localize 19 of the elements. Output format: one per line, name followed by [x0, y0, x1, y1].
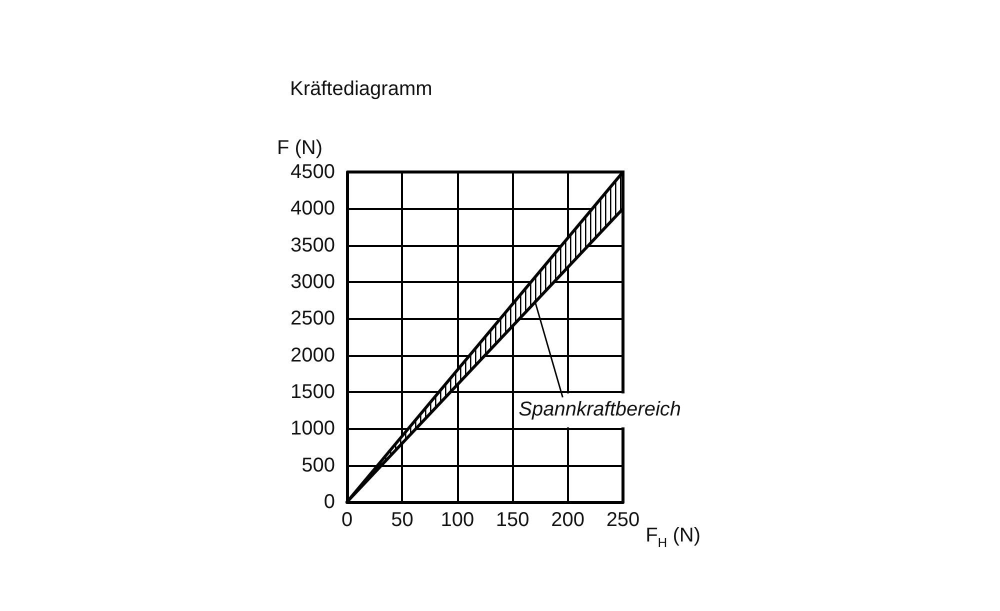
y-tick-label: 2500: [290, 308, 335, 330]
y-tick-label: 2000: [290, 344, 335, 366]
y-tick-label: 1000: [290, 418, 335, 440]
annotation: Spannkraftbereich: [518, 398, 682, 420]
y-tick-label: 4500: [290, 161, 335, 183]
x-tick-label: 200: [551, 509, 584, 531]
x-tick-label: 50: [391, 509, 414, 531]
chart-title: Kräftediagramm: [290, 78, 432, 100]
x-tick-label: 150: [496, 509, 530, 531]
y-tick-label: 3000: [290, 271, 335, 293]
x-tick-label: 250: [606, 509, 640, 531]
y-tick-label: 1500: [290, 381, 335, 403]
y-tick-label: 3500: [290, 234, 335, 256]
y-tick-label: 4000: [290, 198, 335, 220]
x-tick-label: 0: [341, 509, 353, 531]
y-axis-title: F (N): [277, 137, 323, 159]
y-tick-label: 500: [302, 454, 335, 476]
y-tick-label: 0: [324, 491, 335, 513]
x-tick-label: 100: [440, 509, 474, 531]
